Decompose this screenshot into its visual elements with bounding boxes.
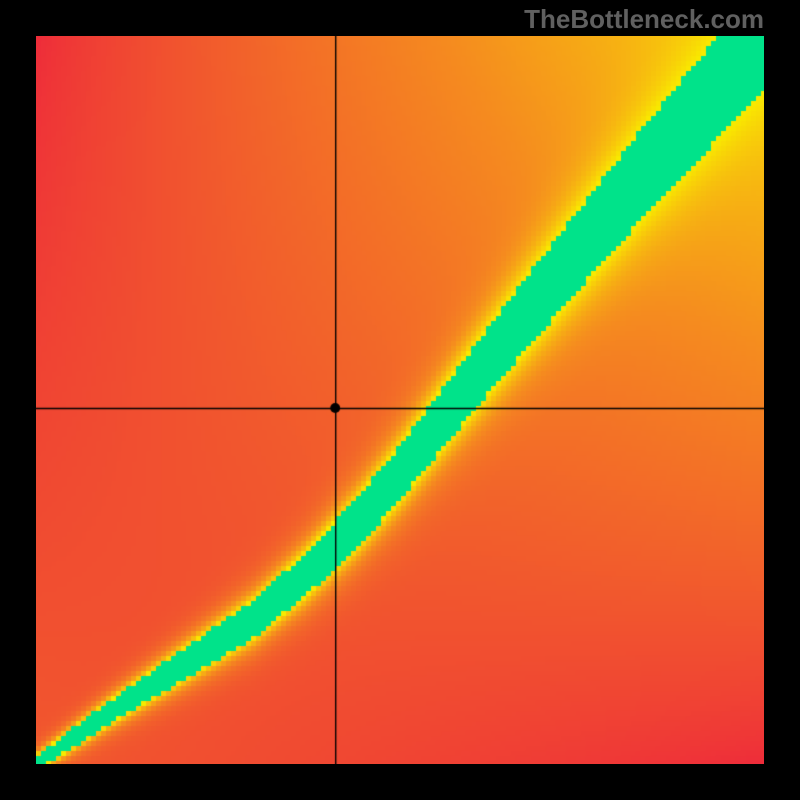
chart-frame: TheBottleneck.com	[0, 0, 800, 800]
crosshair-overlay	[36, 36, 764, 764]
plot-area	[36, 36, 764, 764]
watermark-text: TheBottleneck.com	[524, 4, 764, 35]
